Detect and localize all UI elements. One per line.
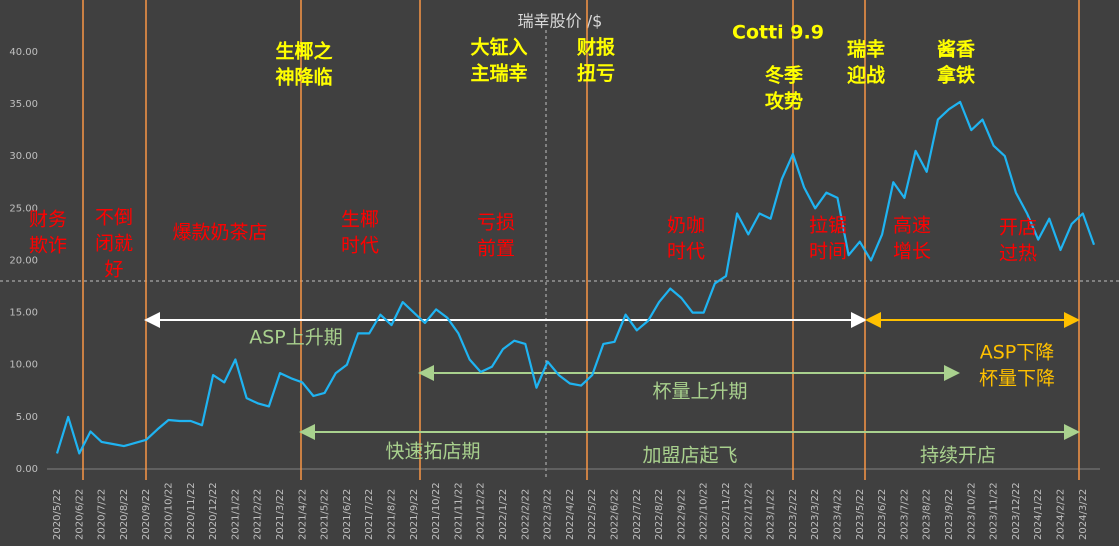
annotation: 生椰之	[275, 40, 332, 63]
x-tick-label: 2023/5/22	[855, 489, 866, 540]
y-tick-label: 15.00	[9, 308, 38, 319]
x-tick-label: 2021/1/22	[230, 489, 241, 540]
x-tick-label: 2022/1/22	[498, 489, 509, 540]
x-tick-label: 2020/12/22	[208, 482, 219, 540]
x-tick-label: 2023/7/22	[899, 489, 910, 540]
x-tick-label: 2023/12/22	[1011, 482, 1022, 540]
annotation: 时间	[809, 241, 847, 263]
annotation: 拉锯	[809, 215, 847, 237]
annotation: 快速拓店期	[385, 441, 480, 463]
x-tick-label: 2024/1/22	[1033, 489, 1044, 540]
x-tick-label: 2022/6/22	[610, 489, 621, 540]
x-tick-label: 2021/6/22	[342, 489, 353, 540]
annotation: 扭亏	[577, 62, 615, 85]
annotation: ASP上升期	[249, 327, 343, 349]
y-tick-label: 40.00	[9, 47, 38, 58]
x-tick-label: 2022/5/22	[587, 489, 598, 540]
annotation: 加盟店起飞	[642, 445, 737, 467]
annotation: 持续开店	[920, 445, 996, 467]
x-tick-label: 2023/6/22	[877, 489, 888, 540]
x-tick-label: 2023/9/22	[944, 489, 955, 540]
x-tick-label: 2023/1/22	[766, 489, 777, 540]
x-tick-label: 2022/4/22	[565, 489, 576, 540]
annotation: 闭就	[95, 233, 133, 255]
annotation: 爆款奶茶店	[172, 222, 267, 244]
annotation: 时代	[667, 241, 705, 263]
x-tick-label: 2023/8/22	[922, 489, 933, 540]
annotation: 大钲入	[470, 36, 527, 59]
annotation: 神降临	[275, 66, 332, 89]
x-tick-label: 2021/10/22	[431, 482, 442, 540]
x-tick-label: 2020/5/22	[52, 489, 63, 540]
annotation: 主瑞幸	[470, 62, 527, 85]
annotation: 生椰	[341, 209, 379, 231]
x-tick-label: 2020/9/22	[141, 489, 152, 540]
annotation: 好	[104, 259, 123, 281]
x-tick-label: 2022/11/22	[721, 482, 732, 540]
annotation: 高速	[893, 215, 931, 237]
x-tick-label: 2022/9/22	[676, 489, 687, 540]
annotation: 前置	[477, 238, 515, 260]
x-tick-label: 2021/11/22	[453, 482, 464, 540]
y-tick-label: 35.00	[9, 99, 38, 110]
annotation: 时代	[341, 235, 379, 257]
annotation: 欺诈	[29, 235, 67, 257]
annotation: Cotti 9.9	[732, 22, 824, 44]
x-tick-label: 2021/3/22	[275, 489, 286, 540]
annotation: 攻势	[765, 90, 803, 113]
y-tick-label: 30.00	[9, 151, 38, 162]
annotation: ASP下降	[980, 342, 1055, 364]
x-tick-label: 2021/5/22	[320, 489, 331, 540]
x-tick-label: 2024/3/22	[1078, 489, 1089, 540]
y-tick-label: 5.00	[16, 412, 38, 423]
x-tick-label: 2020/11/22	[186, 482, 197, 540]
x-tick-label: 2022/8/22	[654, 489, 665, 540]
annotation: 开店	[999, 217, 1037, 239]
x-tick-label: 2022/12/22	[743, 482, 754, 540]
annotation: 冬季	[765, 64, 803, 87]
x-tick-label: 2023/2/22	[788, 489, 799, 540]
x-tick-label: 2022/3/22	[543, 489, 554, 540]
x-tick-label: 2023/4/22	[833, 489, 844, 540]
x-tick-label: 2022/10/22	[699, 482, 710, 540]
annotation: 奶咖	[667, 215, 705, 237]
x-tick-label: 2022/2/22	[520, 489, 531, 540]
x-tick-label: 2020/6/22	[74, 489, 85, 540]
x-tick-label: 2021/12/22	[476, 482, 487, 540]
x-tick-label: 2021/4/22	[297, 489, 308, 540]
y-tick-label: 20.00	[9, 255, 38, 266]
annotation: 亏损	[477, 212, 515, 234]
x-tick-label: 2024/2/22	[1056, 489, 1067, 540]
annotation: 不倒	[95, 207, 133, 229]
annotation: 拿铁	[936, 64, 975, 87]
x-tick-label: 2022/7/22	[632, 489, 643, 540]
annotation: 财务	[29, 209, 67, 231]
x-tick-label: 2023/11/22	[989, 482, 1000, 540]
annotation: 过热	[999, 243, 1037, 265]
annotation: 瑞幸	[847, 38, 885, 61]
annotation: 财报	[577, 36, 615, 59]
x-tick-label: 2020/8/22	[119, 489, 130, 540]
price-line	[55, 100, 1096, 455]
x-tick-label: 2021/7/22	[364, 489, 375, 540]
chart-title: 瑞幸股价 /$	[518, 12, 603, 31]
y-tick-label: 0.00	[16, 464, 38, 475]
x-tick-label: 2020/7/22	[97, 489, 108, 540]
annotation: 杯量上升期	[652, 381, 747, 403]
x-tick-label: 2021/8/22	[387, 489, 398, 540]
annotation: 增长	[893, 241, 931, 263]
annotation: 酱香	[937, 38, 976, 61]
y-tick-label: 10.00	[9, 360, 38, 371]
x-tick-label: 2021/9/22	[409, 489, 420, 540]
x-tick-label: 2023/10/22	[966, 482, 977, 540]
x-tick-label: 2020/10/22	[164, 482, 175, 540]
x-tick-label: 2021/2/22	[253, 489, 264, 540]
x-tick-label: 2023/3/22	[810, 489, 821, 540]
annotation: 迎战	[847, 64, 885, 87]
y-tick-label: 25.00	[9, 203, 38, 214]
annotation: 杯量下降	[979, 368, 1055, 390]
